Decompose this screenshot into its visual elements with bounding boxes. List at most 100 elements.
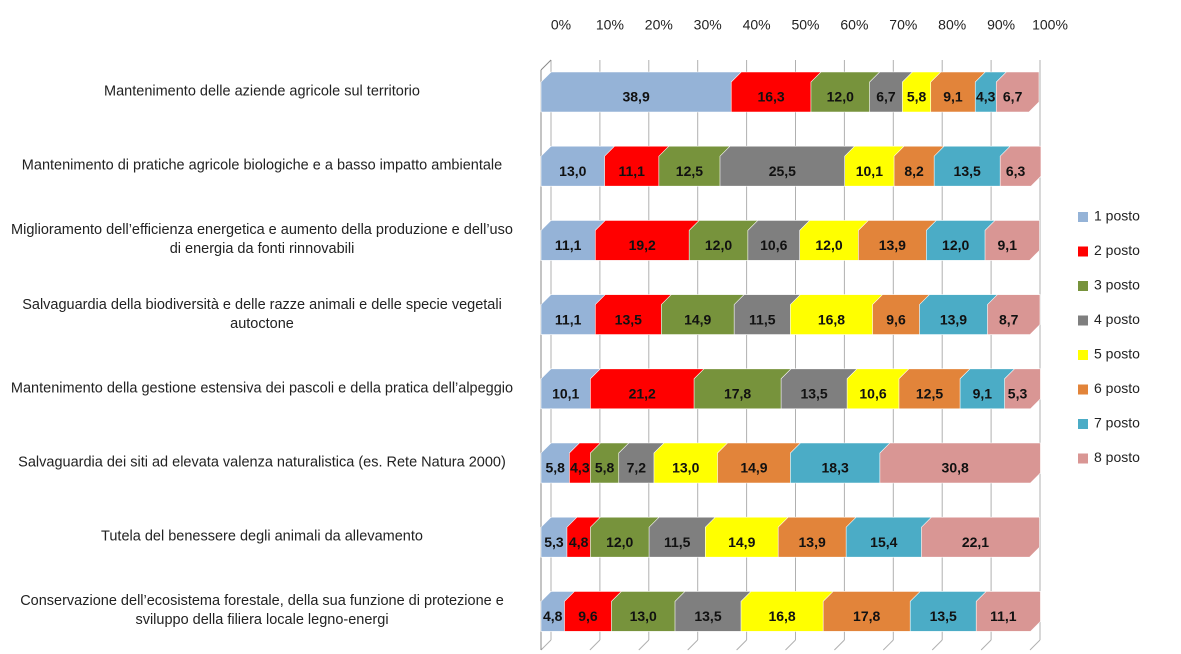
data-label: 17,8 — [724, 386, 751, 402]
y-tick-label: Mantenimento delle aziende agricole sul … — [104, 83, 420, 100]
data-label: 11,1 — [618, 163, 645, 179]
grid-line-floor — [785, 639, 796, 651]
bar-segment — [975, 591, 1041, 632]
data-label: 17,8 — [853, 608, 880, 624]
y-tick-label: Mantenimento della gestione estensiva de… — [10, 380, 514, 397]
data-label: 16,3 — [757, 89, 784, 105]
data-label: 13,5 — [930, 608, 957, 624]
data-label: 19,2 — [629, 237, 656, 253]
data-label: 5,8 — [545, 460, 565, 476]
bar-segment — [1004, 368, 1041, 410]
legend-label: 3 posto — [1094, 277, 1140, 293]
data-label: 14,9 — [740, 460, 767, 476]
bar-segment — [999, 145, 1042, 187]
bar-segment — [921, 516, 1040, 558]
data-label: 9,6 — [886, 311, 906, 327]
data-label: 13,9 — [799, 534, 826, 550]
legend-label: 6 posto — [1094, 380, 1140, 396]
data-label: 10,6 — [859, 386, 886, 402]
y-tick-label: Conservazione dell’ecosistema forestale,… — [20, 593, 504, 629]
data-label: 12,5 — [916, 386, 943, 402]
data-label: 10,1 — [552, 386, 579, 402]
legend-swatch — [1078, 384, 1088, 395]
data-label: 9,1 — [998, 237, 1018, 253]
data-label: 10,6 — [760, 237, 787, 253]
x-tick-label: 20% — [645, 17, 673, 33]
data-label: 18,3 — [822, 460, 849, 476]
x-tick-label: 90% — [987, 17, 1015, 33]
data-label: 12,0 — [606, 534, 633, 550]
data-label: 13,0 — [559, 163, 586, 179]
data-label: 13,5 — [615, 311, 642, 327]
legend-swatch — [1078, 453, 1088, 464]
data-label: 11,5 — [664, 534, 691, 550]
data-label: 13,5 — [694, 608, 721, 624]
data-label: 9,1 — [943, 89, 963, 105]
grid-line-floor — [540, 639, 552, 651]
legend-swatch — [1078, 350, 1088, 360]
data-label: 6,7 — [1003, 89, 1023, 105]
data-label: 15,4 — [870, 534, 897, 550]
data-label: 13,5 — [954, 163, 981, 179]
data-label: 13,0 — [672, 460, 699, 476]
x-tick-label: 30% — [694, 17, 722, 33]
legend-label: 5 posto — [1094, 346, 1140, 362]
axis-line — [540, 59, 552, 71]
data-label: 7,2 — [627, 460, 647, 476]
legend-label: 8 posto — [1094, 449, 1140, 465]
y-tick-label: Miglioramento dell’efficienza energetica… — [11, 222, 513, 258]
y-tick-label: Mantenimento di pratiche agricole biolog… — [21, 157, 503, 174]
data-label: 16,8 — [768, 608, 795, 624]
grid-line-floor — [834, 639, 845, 651]
data-label: 12,0 — [815, 237, 842, 253]
data-label: 11,1 — [555, 311, 582, 327]
legend-label: 7 posto — [1094, 415, 1140, 431]
bar-segment — [984, 220, 1040, 261]
x-tick-label: 70% — [889, 17, 917, 33]
legend-swatch — [1078, 419, 1088, 429]
x-tick-label: 100% — [1032, 17, 1068, 33]
legend-swatch — [1078, 315, 1088, 326]
data-label: 21,2 — [629, 386, 656, 402]
data-label: 9,1 — [973, 386, 993, 402]
x-tick-label: 50% — [791, 17, 819, 33]
data-label: 5,3 — [1008, 386, 1028, 402]
data-label: 14,9 — [684, 311, 711, 327]
grid-line-floor — [980, 639, 992, 651]
data-label: 11,1 — [990, 608, 1017, 624]
data-label: 16,8 — [818, 311, 845, 327]
data-label: 14,9 — [728, 534, 755, 550]
data-label: 6,3 — [1006, 163, 1026, 179]
data-label: 13,9 — [879, 237, 906, 253]
bar-segment — [879, 442, 1041, 484]
legend-label: 1 posto — [1094, 208, 1140, 224]
data-label: 30,8 — [942, 460, 969, 476]
data-label: 6,7 — [876, 89, 896, 105]
grid-line-floor — [687, 639, 699, 651]
data-label: 12,0 — [705, 237, 732, 253]
data-label: 38,9 — [622, 89, 649, 105]
grid-line-floor — [1029, 639, 1041, 651]
data-label: 9,6 — [578, 608, 598, 624]
data-label: 13,0 — [630, 608, 657, 624]
data-label: 13,5 — [800, 386, 827, 402]
grid-line-floor — [589, 639, 601, 651]
bar-segment — [995, 71, 1040, 113]
x-tick-label: 80% — [938, 17, 966, 33]
legend-swatch — [1078, 246, 1088, 257]
data-label: 5,3 — [544, 534, 564, 550]
legend-label: 4 posto — [1094, 311, 1140, 327]
x-tick-label: 40% — [743, 17, 771, 33]
data-label: 12,0 — [942, 237, 969, 253]
data-label: 5,8 — [907, 89, 927, 105]
grid-line-floor — [931, 639, 943, 651]
data-label: 8,7 — [999, 311, 1019, 327]
data-label: 10,1 — [856, 163, 883, 179]
y-tick-label: Salvaguardia della biodiversità e delle … — [22, 296, 502, 332]
data-label: 4,8 — [569, 534, 589, 550]
legend-swatch — [1078, 212, 1088, 222]
y-tick-label: Tutela del benessere degli animali da al… — [101, 528, 423, 545]
data-label: 11,5 — [749, 311, 776, 327]
